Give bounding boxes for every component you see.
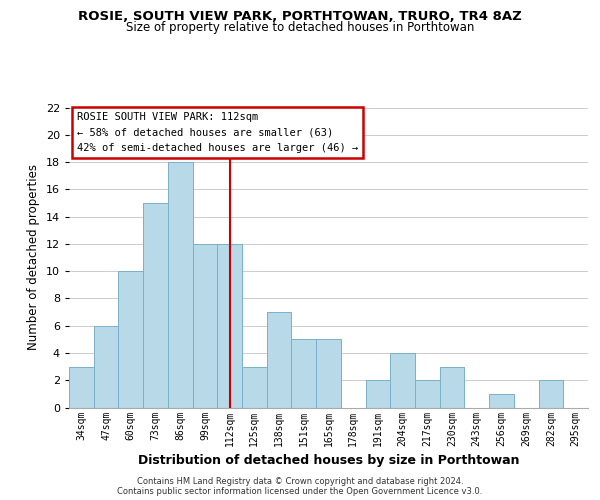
- Bar: [365, 380, 390, 407]
- Bar: [292, 340, 316, 407]
- Bar: [143, 203, 168, 408]
- Text: Contains public sector information licensed under the Open Government Licence v3: Contains public sector information licen…: [118, 487, 482, 496]
- Bar: [217, 244, 242, 408]
- Bar: [118, 271, 143, 407]
- Text: ROSIE, SOUTH VIEW PARK, PORTHTOWAN, TRURO, TR4 8AZ: ROSIE, SOUTH VIEW PARK, PORTHTOWAN, TRUR…: [78, 10, 522, 23]
- Bar: [267, 312, 292, 408]
- Bar: [94, 326, 118, 407]
- Text: Size of property relative to detached houses in Porthtowan: Size of property relative to detached ho…: [126, 21, 474, 34]
- Text: Contains HM Land Registry data © Crown copyright and database right 2024.: Contains HM Land Registry data © Crown c…: [137, 477, 463, 486]
- Bar: [69, 366, 94, 408]
- Bar: [390, 353, 415, 408]
- Bar: [489, 394, 514, 407]
- Y-axis label: Number of detached properties: Number of detached properties: [27, 164, 40, 350]
- X-axis label: Distribution of detached houses by size in Porthtowan: Distribution of detached houses by size …: [138, 454, 519, 467]
- Bar: [415, 380, 440, 407]
- Bar: [242, 366, 267, 408]
- Bar: [168, 162, 193, 408]
- Bar: [440, 366, 464, 408]
- Bar: [316, 340, 341, 407]
- Text: ROSIE SOUTH VIEW PARK: 112sqm
← 58% of detached houses are smaller (63)
42% of s: ROSIE SOUTH VIEW PARK: 112sqm ← 58% of d…: [77, 112, 358, 153]
- Bar: [193, 244, 217, 408]
- Bar: [539, 380, 563, 407]
